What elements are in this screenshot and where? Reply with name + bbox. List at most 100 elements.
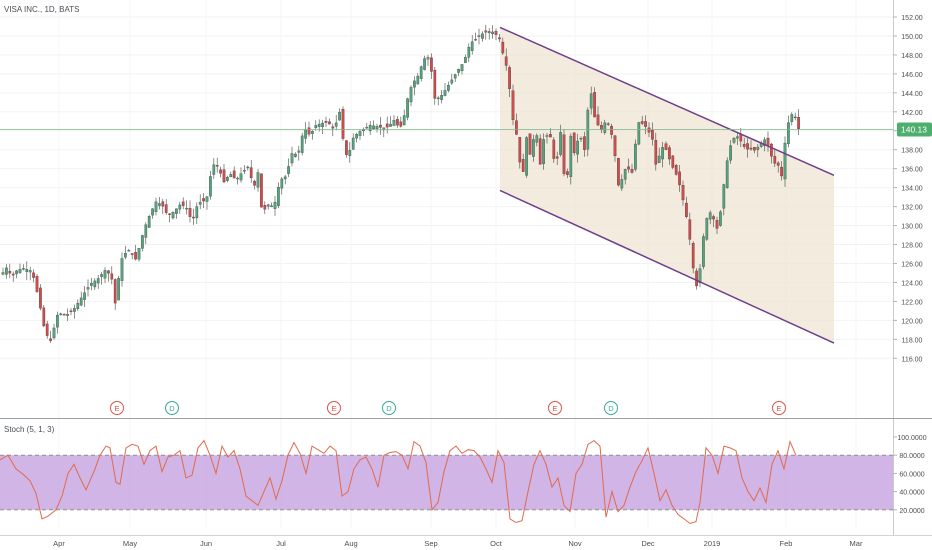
candle-body — [239, 173, 243, 181]
candle-body — [260, 173, 263, 208]
candle-body — [334, 122, 338, 127]
stoch-tick-label: 20.0000 — [899, 508, 924, 515]
candle-body — [498, 37, 501, 40]
candle-body — [69, 310, 73, 312]
event-marker-D[interactable]: D — [382, 401, 396, 415]
candle-body — [209, 176, 212, 197]
candle-body — [521, 159, 525, 172]
candle-body — [62, 313, 66, 316]
candle-body — [657, 155, 661, 163]
candle-body — [222, 169, 226, 183]
candle-body — [311, 131, 314, 134]
candle-body — [790, 114, 794, 122]
candle-body — [576, 140, 579, 155]
candle-body — [134, 252, 137, 260]
event-marker-E[interactable]: E — [110, 401, 124, 415]
candle-body — [22, 268, 25, 270]
time-tick-label: Sep — [424, 539, 437, 548]
candle-body — [273, 202, 277, 209]
candle-body — [42, 307, 46, 327]
candle-body — [525, 137, 528, 176]
candle-body — [324, 121, 328, 123]
candle-body — [283, 176, 287, 180]
candle-body — [746, 143, 749, 150]
time-tick-label: Feb — [780, 539, 793, 548]
candle-body — [103, 270, 107, 279]
candle-body — [742, 143, 746, 147]
candle-body — [358, 131, 362, 136]
candle-body — [447, 85, 450, 91]
candle-body — [73, 308, 76, 312]
candle-body — [253, 180, 256, 186]
candle-body — [321, 122, 324, 128]
candle-body — [436, 97, 440, 100]
candle-body — [793, 116, 797, 119]
event-marker-E[interactable]: E — [548, 401, 562, 415]
candle-body — [511, 90, 515, 121]
candle-body — [477, 35, 481, 37]
candle-body — [528, 133, 532, 155]
candle-body — [753, 147, 756, 151]
candle-body — [695, 270, 698, 287]
price-tick-label: 120.00 — [901, 318, 923, 325]
stoch-tick-label: 60.0000 — [899, 471, 924, 478]
candle-body — [664, 143, 668, 150]
event-marker-D[interactable]: D — [604, 401, 618, 415]
candle-body — [545, 135, 549, 137]
candle-body — [307, 127, 311, 135]
candle-body — [773, 156, 777, 164]
candle-body — [181, 201, 185, 206]
event-marker-E[interactable]: E — [327, 401, 341, 415]
candle-body — [290, 153, 294, 164]
candle-body — [304, 129, 307, 139]
candle-body — [467, 46, 471, 58]
candle-body — [45, 323, 49, 336]
time-tick-label: Nov — [568, 539, 582, 548]
candle-body — [185, 207, 188, 210]
candle-body — [49, 338, 52, 341]
candle-body — [494, 31, 498, 35]
candle-body — [593, 92, 596, 118]
time-tick-label: Oct — [490, 539, 503, 548]
time-tick-label: Mar — [850, 539, 863, 548]
event-marker-label: D — [169, 404, 175, 413]
candle-body — [263, 205, 267, 210]
candle-body — [300, 135, 304, 153]
candle-body — [171, 211, 175, 219]
channel-upper-line[interactable] — [499, 26, 835, 177]
price-tick-label: 144.00 — [901, 91, 923, 98]
candle-body — [219, 169, 222, 174]
candle-body — [661, 147, 664, 160]
candle-body — [120, 258, 124, 281]
candle-body — [644, 121, 647, 127]
candle-body — [243, 170, 246, 172]
candle-body — [232, 170, 236, 179]
candle-body — [39, 287, 42, 309]
time-axis[interactable]: Apr May Jun Jul Aug Sep Oct Nov Dec 2019 Feb Mar — [0, 535, 932, 549]
candle-body — [589, 93, 593, 109]
event-marker-E[interactable]: E — [772, 401, 786, 415]
candle-body — [484, 30, 488, 33]
candle-body — [739, 134, 743, 142]
candle-body — [348, 150, 352, 156]
candle-body — [365, 126, 369, 129]
stoch-axis[interactable]: 20.0000 40.0000 60.0000 80.0000 100.0000 — [893, 419, 927, 535]
candle-body — [620, 179, 624, 189]
time-tick-label: Dec — [641, 539, 655, 548]
candle-body — [375, 126, 379, 129]
event-marker-D[interactable]: D — [165, 401, 179, 415]
candle-body — [487, 31, 491, 34]
candle-body — [756, 146, 760, 150]
candle-body — [100, 274, 103, 277]
candle-body — [385, 123, 389, 128]
price-tick-label: 118.00 — [902, 337, 923, 344]
candle-body — [205, 196, 209, 202]
candle-body — [32, 272, 35, 278]
candle-body — [440, 95, 443, 100]
channel-lower-line[interactable] — [499, 189, 835, 344]
candle-body — [192, 216, 195, 219]
candle-body — [178, 204, 182, 210]
price-tick-label: 124.00 — [901, 280, 923, 287]
candle-body — [249, 167, 253, 179]
